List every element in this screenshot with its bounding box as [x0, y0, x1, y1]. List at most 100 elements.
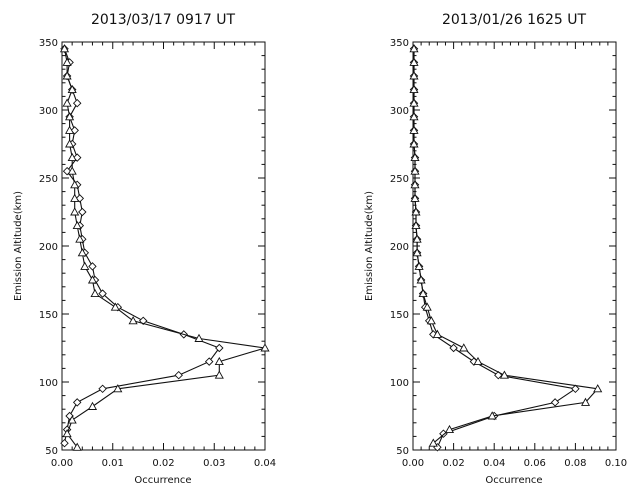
left-y-tick-label: 250: [39, 174, 58, 185]
right-triangle-marker: [410, 152, 420, 162]
left-y-tick-label: 350: [39, 38, 58, 49]
left-triangle-marker: [72, 220, 82, 230]
right-triangle-marker: [412, 234, 422, 243]
left-triangle-marker: [62, 57, 72, 66]
right-triangle-marker: [409, 125, 419, 134]
left-triangle-marker: [62, 71, 72, 80]
right-diamond-marker: [494, 370, 503, 380]
right-x-tick-label: 0.10: [605, 458, 627, 469]
right-triangle-marker: [409, 84, 419, 94]
left-triangle-marker: [62, 428, 72, 438]
right-triangle-marker: [593, 384, 603, 393]
left-panel-title: 2013/03/17 0917 UT: [91, 12, 235, 28]
left-triangle-marker: [194, 333, 204, 342]
right-diamond-marker: [571, 384, 580, 394]
right-triangle-marker: [416, 275, 426, 284]
left-series-diamond-line: [63, 48, 221, 444]
right-triangle-marker: [409, 139, 419, 148]
left-triangle-marker: [67, 166, 77, 175]
left-y-tick-label: 300: [39, 106, 58, 117]
left-triangle-marker: [67, 84, 77, 94]
left-diamond-marker: [78, 207, 87, 217]
left-diamond-marker: [98, 289, 107, 298]
left-triangle-marker: [214, 356, 224, 366]
right-y-tick-label: 50: [396, 446, 409, 457]
left-y-tick-label: 200: [39, 242, 58, 253]
right-triangle-marker: [411, 220, 421, 230]
right-triangle-marker: [444, 424, 455, 434]
left-triangle-marker: [65, 112, 75, 121]
left-diamond-marker: [88, 262, 97, 271]
right-triangle-marker: [409, 112, 419, 121]
left-triangle-marker: [87, 275, 98, 284]
right-triangle-marker: [459, 343, 469, 352]
left-triangle-marker: [128, 316, 138, 325]
left-y-tick-label: 100: [39, 378, 58, 389]
right-y-tick-label: 150: [390, 310, 409, 321]
right-triangle-marker: [409, 44, 419, 53]
left-diamond-marker: [174, 370, 183, 380]
right-x-tick-label: 0.08: [564, 458, 586, 469]
right-triangle-marker: [409, 71, 419, 80]
right-plot-frame: [412, 41, 617, 451]
right-triangle-marker: [499, 370, 509, 379]
left-triangle-marker: [110, 302, 120, 311]
right-triangle-marker: [418, 288, 428, 298]
left-diamond-marker: [98, 384, 107, 394]
left-triangle-marker: [67, 415, 77, 424]
left-diamond-marker: [204, 357, 214, 366]
right-y-tick-label: 300: [390, 106, 409, 117]
right-triangle-marker: [411, 207, 421, 216]
left-x-axis-label: Occurrence: [134, 475, 191, 486]
right-x-tick-label: 0.02: [442, 458, 464, 469]
left-triangle-marker: [260, 343, 270, 352]
left-x-tick-label: 0.02: [152, 458, 174, 469]
right-series-triangle-line: [413, 48, 599, 444]
right-altitude-panel: 2013/01/26 1625 UT Emission Altitude(km)…: [364, 12, 627, 486]
right-triangle-marker: [473, 356, 483, 366]
right-triangle-marker: [426, 316, 436, 325]
right-triangle-marker: [409, 57, 419, 66]
right-triangle-marker: [428, 438, 438, 447]
left-x-tick-label: 0.04: [254, 458, 276, 469]
left-plot-frame: [61, 41, 266, 451]
right-series-diamond-line: [413, 48, 577, 448]
left-x-tick-label: 0.01: [102, 458, 124, 469]
left-triangle-marker: [70, 193, 80, 202]
left-triangle-marker: [67, 152, 77, 162]
right-triangle-marker: [412, 248, 422, 257]
left-triangle-marker: [59, 44, 70, 53]
left-y-axis-label: Emission Altitude(km): [13, 191, 24, 301]
right-triangle-marker: [409, 98, 419, 107]
right-x-axis-label: Occurrence: [485, 475, 542, 486]
left-triangle-marker: [70, 180, 80, 189]
right-y-tick-label: 350: [390, 38, 409, 49]
left-triangle-marker: [77, 248, 87, 257]
left-triangle-marker: [113, 384, 123, 393]
right-x-tick-label: 0.04: [483, 458, 505, 469]
left-triangle-marker: [90, 288, 100, 298]
right-triangle-marker: [410, 180, 420, 189]
left-triangle-marker: [72, 442, 82, 451]
right-triangle-marker: [410, 193, 420, 202]
right-diamond-marker: [449, 343, 458, 353]
left-triangle-marker: [214, 370, 224, 379]
left-triangle-marker: [75, 234, 85, 243]
left-diamond-marker: [72, 398, 82, 407]
left-triangle-marker: [65, 139, 75, 148]
right-triangle-marker: [410, 166, 420, 175]
left-triangle-marker: [80, 261, 90, 270]
left-diamond-marker: [138, 316, 148, 326]
left-diamond-marker: [72, 98, 82, 108]
left-triangle-marker: [87, 401, 98, 410]
right-triangle-marker: [581, 397, 591, 406]
left-altitude-panel: 2013/03/17 0917 UT Emission Altitude(km)…: [13, 12, 276, 486]
left-y-tick-label: 150: [39, 310, 58, 321]
right-y-tick-label: 200: [390, 242, 409, 253]
right-triangle-marker: [432, 329, 442, 338]
right-y-tick-label: 100: [390, 378, 409, 389]
left-series-triangle-line: [63, 48, 266, 448]
right-triangle-marker: [487, 411, 497, 420]
left-triangle-marker: [70, 207, 80, 216]
